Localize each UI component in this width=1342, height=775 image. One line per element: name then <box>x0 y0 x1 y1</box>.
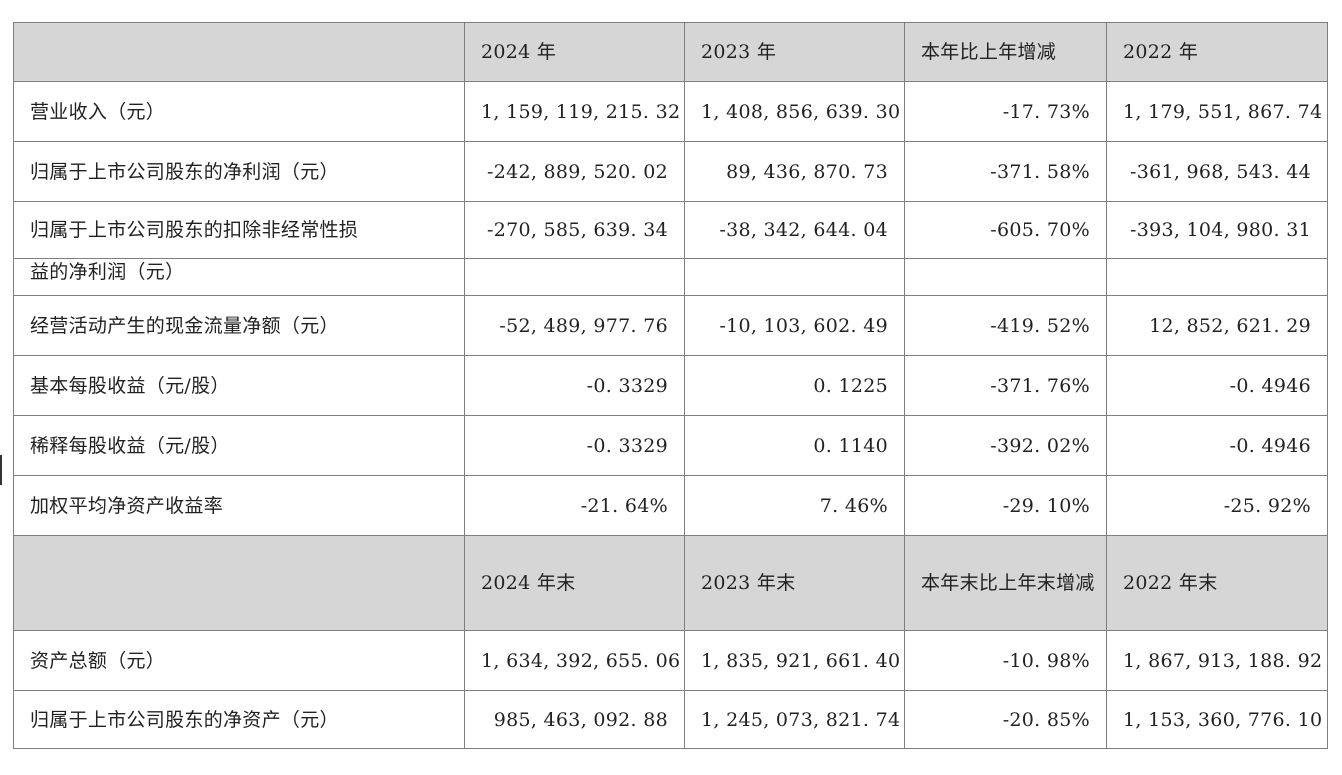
header-label-cell <box>13 535 465 631</box>
row-label: 资产总额（元） <box>13 630 465 691</box>
cell-2023: 1, 835, 921, 661. 40 <box>684 630 905 691</box>
table-row: 稀释每股收益（元/股） -0. 3329 0. 1140 -392. 02% -… <box>13 415 1328 476</box>
table-row: 经营活动产生的现金流量净额（元） -52, 489, 977. 76 -10, … <box>13 295 1328 356</box>
cell-change: -17. 73% <box>904 81 1107 142</box>
header-change: 本年比上年增减 <box>904 22 1107 82</box>
cell-2023: 1, 245, 073, 821. 74 <box>684 690 905 749</box>
cell-2023: 0. 1140 <box>684 415 905 476</box>
table-row: 加权平均净资产收益率 -21. 64% 7. 46% -29. 10% -25.… <box>13 475 1328 536</box>
cell-change: -29. 10% <box>904 475 1107 536</box>
row-label: 基本每股收益（元/股） <box>13 355 465 416</box>
header-year-2022: 2022 年 <box>1106 22 1328 82</box>
table-row: 基本每股收益（元/股） -0. 3329 0. 1225 -371. 76% -… <box>13 355 1328 416</box>
header-year-end-2023: 2023 年末 <box>684 535 905 631</box>
cell-2022: 1, 867, 913, 188. 92 <box>1106 630 1328 691</box>
row-label-line1: 归属于上市公司股东的扣除非经常性损 <box>13 201 465 259</box>
cell-2024: -52, 489, 977. 76 <box>464 295 685 356</box>
cell-2024: 1, 634, 392, 655. 06 <box>464 630 685 691</box>
row-label-line2: 益的净利润（元） <box>13 258 465 296</box>
empty-cell <box>684 258 905 296</box>
cell-change: -392. 02% <box>904 415 1107 476</box>
cell-2022: -0. 4946 <box>1106 355 1328 416</box>
cell-2024: 985, 463, 092. 88 <box>464 690 685 749</box>
empty-cell <box>904 258 1107 296</box>
header-label-cell <box>13 22 465 82</box>
cell-2024: -242, 889, 520. 02 <box>464 141 685 202</box>
cell-2024: -0. 3329 <box>464 355 685 416</box>
row-label: 归属于上市公司股东的净利润（元） <box>13 141 465 202</box>
cell-2024: -21. 64% <box>464 475 685 536</box>
row-label: 稀释每股收益（元/股） <box>13 415 465 476</box>
cell-2022: -361, 968, 543. 44 <box>1106 141 1328 202</box>
header-year-2023: 2023 年 <box>684 22 905 82</box>
header-year-end-2024: 2024 年末 <box>464 535 685 631</box>
table-row: 归属于上市公司股东的扣除非经常性损 -270, 585, 639. 34 -38… <box>13 201 1328 259</box>
empty-cell <box>1106 258 1328 296</box>
cell-2023: 89, 436, 870. 73 <box>684 141 905 202</box>
table-header-row: 2024 年 2023 年 本年比上年增减 2022 年 <box>13 22 1328 82</box>
cell-2024: 1, 159, 119, 215. 32 <box>464 81 685 142</box>
table-row: 营业收入（元） 1, 159, 119, 215. 32 1, 408, 856… <box>13 81 1328 142</box>
cell-change: -371. 58% <box>904 141 1107 202</box>
header-year-end-change: 本年末比上年末增减 <box>904 535 1107 631</box>
table-row: 归属于上市公司股东的净利润（元） -242, 889, 520. 02 89, … <box>13 141 1328 202</box>
cell-2022: -0. 4946 <box>1106 415 1328 476</box>
table-row: 归属于上市公司股东的净资产（元） 985, 463, 092. 88 1, 24… <box>13 690 1328 749</box>
header-year-end-2022: 2022 年末 <box>1106 535 1328 631</box>
financial-summary-table: 2024 年 2023 年 本年比上年增减 2022 年 营业收入（元） 1, … <box>13 22 1328 749</box>
cell-2022: -393, 104, 980. 31 <box>1106 201 1328 259</box>
table-header-row-year-end: 2024 年末 2023 年末 本年末比上年末增减 2022 年末 <box>13 535 1328 631</box>
row-label: 营业收入（元） <box>13 81 465 142</box>
row-label: 归属于上市公司股东的净资产（元） <box>13 690 465 749</box>
cell-2023: 1, 408, 856, 639. 30 <box>684 81 905 142</box>
cell-2023: -38, 342, 644. 04 <box>684 201 905 259</box>
cell-2024: -0. 3329 <box>464 415 685 476</box>
cell-2022: 12, 852, 621. 29 <box>1106 295 1328 356</box>
table-row-continuation: 益的净利润（元） <box>13 258 1328 296</box>
page-edge-mark <box>0 455 2 485</box>
cell-2023: 0. 1225 <box>684 355 905 416</box>
cell-2022: 1, 153, 360, 776. 10 <box>1106 690 1328 749</box>
header-year-2024: 2024 年 <box>464 22 685 82</box>
cell-change: -10. 98% <box>904 630 1107 691</box>
cell-2023: 7. 46% <box>684 475 905 536</box>
cell-2023: -10, 103, 602. 49 <box>684 295 905 356</box>
cell-change: -605. 70% <box>904 201 1107 259</box>
cell-2022: -25. 92% <box>1106 475 1328 536</box>
cell-change: -20. 85% <box>904 690 1107 749</box>
row-label: 经营活动产生的现金流量净额（元） <box>13 295 465 356</box>
table-row: 资产总额（元） 1, 634, 392, 655. 06 1, 835, 921… <box>13 630 1328 691</box>
cell-2022: 1, 179, 551, 867. 74 <box>1106 81 1328 142</box>
cell-change: -371. 76% <box>904 355 1107 416</box>
cell-change: -419. 52% <box>904 295 1107 356</box>
row-label: 加权平均净资产收益率 <box>13 475 465 536</box>
cell-2024: -270, 585, 639. 34 <box>464 201 685 259</box>
empty-cell <box>464 258 685 296</box>
